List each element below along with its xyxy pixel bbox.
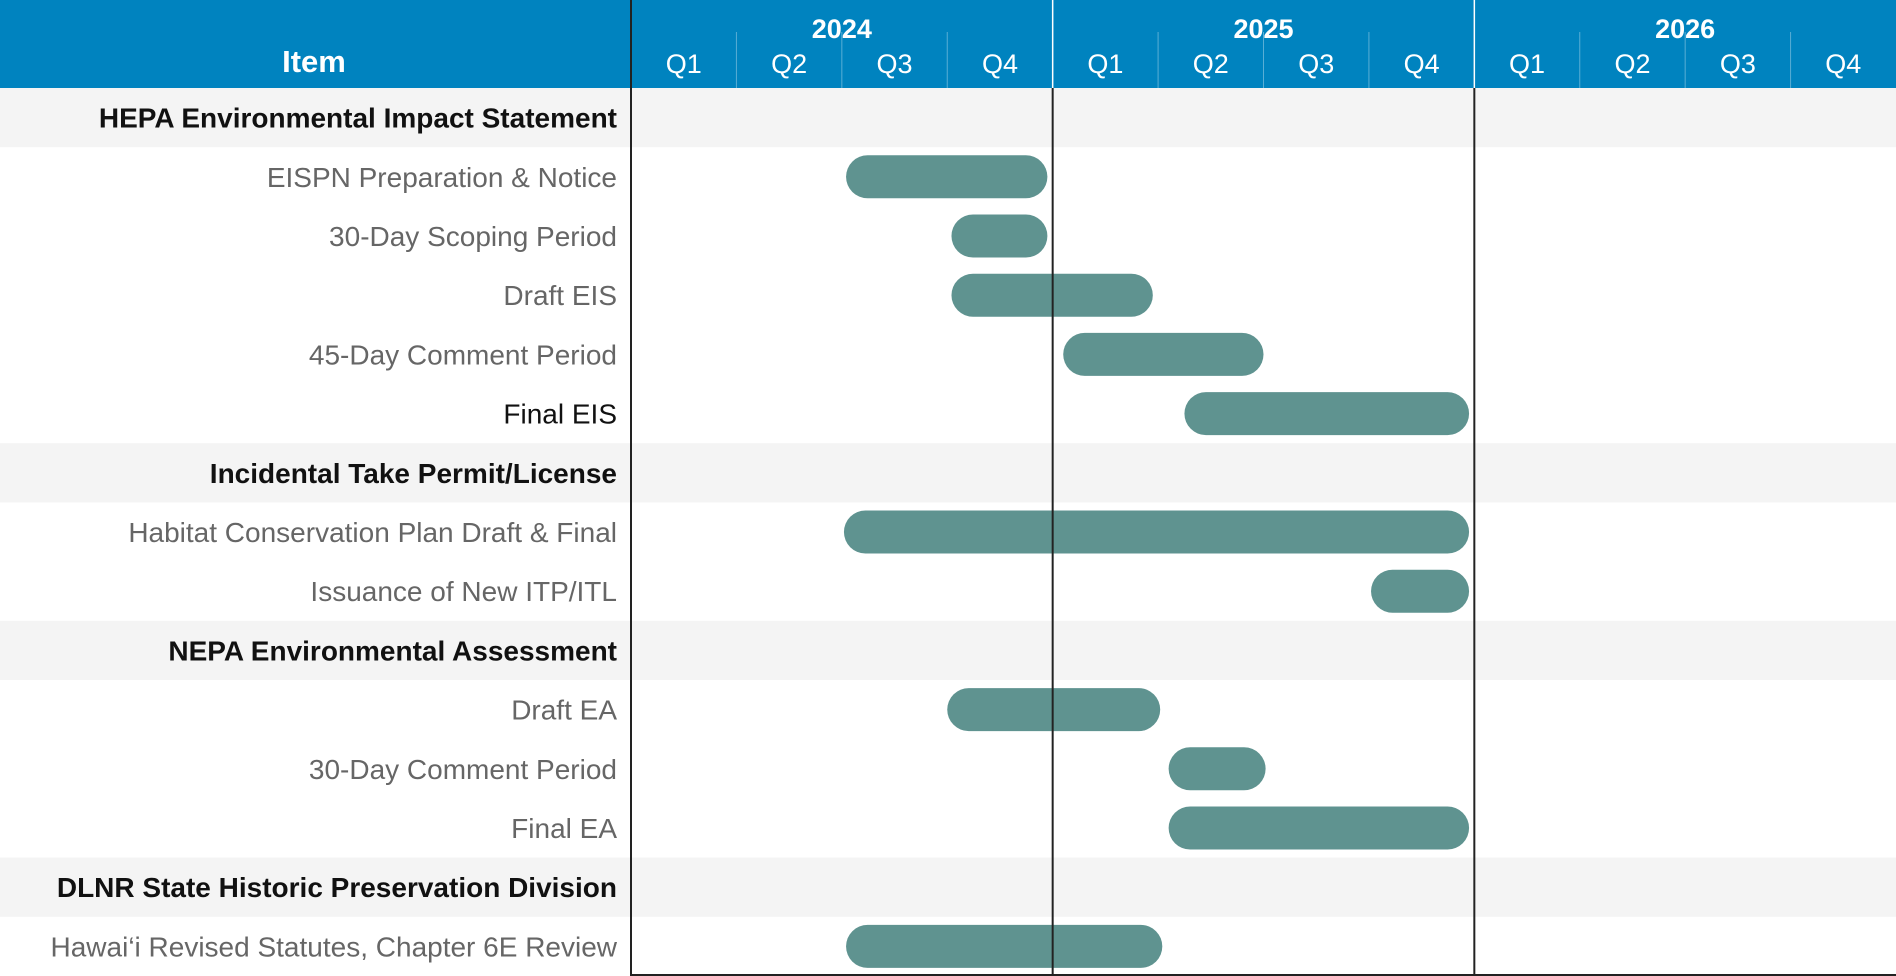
task-label: Habitat Conservation Plan Draft & Final: [128, 517, 617, 548]
task-bar: [1063, 332, 1264, 376]
header-background: [0, 0, 1896, 88]
quarter-label: Q2: [1614, 49, 1650, 79]
quarter-label: Q4: [982, 49, 1018, 79]
task-bar: [1168, 747, 1266, 791]
task-bar: [947, 688, 1161, 732]
year-label: 2024: [812, 14, 872, 44]
group-label: DLNR State Historic Preservation Divisio…: [57, 872, 617, 903]
quarter-label: Q1: [666, 49, 702, 79]
quarter-label: Q2: [1193, 49, 1229, 79]
task-label: 30-Day Comment Period: [309, 754, 617, 785]
year-divider-lines: [630, 0, 1896, 976]
task-label: Final EA: [511, 813, 617, 844]
group-label: HEPA Environmental Impact Statement: [99, 103, 617, 134]
item-column-header: Item: [282, 44, 346, 79]
quarter-label: Q4: [1404, 49, 1440, 79]
group-row-background: [0, 443, 1896, 503]
task-bar: [843, 510, 1470, 554]
quarter-label: Q3: [1298, 49, 1334, 79]
row-labels: HEPA Environmental Impact Statement EISPN…: [51, 103, 618, 963]
quarter-label: Q1: [1087, 49, 1123, 79]
task-bar: [1371, 569, 1470, 613]
task-label: Issuance of New ITP/ITL: [310, 576, 617, 607]
task-label: Hawai‘i Revised Statutes, Chapter 6E Rev…: [51, 931, 618, 962]
group-row-background: [0, 857, 1896, 917]
timeline-header: Item Q1 Q2 Q3 Q4 Q1 Q2 Q3 Q4 Q1 Q2 Q3 Q4 2024 2025 202…: [0, 0, 1896, 88]
task-label: 30-Day Scoping Period: [329, 221, 617, 252]
task-bar: [951, 214, 1048, 258]
task-bar: [846, 924, 1163, 968]
task-bar: [1168, 806, 1470, 850]
task-label: Final EIS: [503, 399, 617, 430]
quarter-label: Q4: [1825, 49, 1861, 79]
quarter-label: Q3: [877, 49, 913, 79]
task-label: 45-Day Comment Period: [309, 339, 617, 370]
task-label: Draft EIS: [503, 280, 617, 311]
year-label: 2026: [1655, 14, 1715, 44]
task-label: Draft EA: [511, 695, 617, 726]
quarter-label: Q2: [771, 49, 807, 79]
group-label: NEPA Environmental Assessment: [168, 635, 617, 666]
task-label: EISPN Preparation & Notice: [267, 162, 617, 193]
quarter-label: Q1: [1509, 49, 1545, 79]
group-row-background: [0, 620, 1896, 680]
group-row-background: [0, 88, 1896, 148]
task-bars: [843, 155, 1470, 968]
task-bar: [846, 155, 1048, 199]
task-bar: [1184, 392, 1470, 436]
row-backgrounds: [0, 88, 1896, 917]
year-label: 2025: [1233, 14, 1293, 44]
quarter-label: Q3: [1720, 49, 1756, 79]
group-label: Incidental Take Permit/License: [210, 458, 617, 489]
